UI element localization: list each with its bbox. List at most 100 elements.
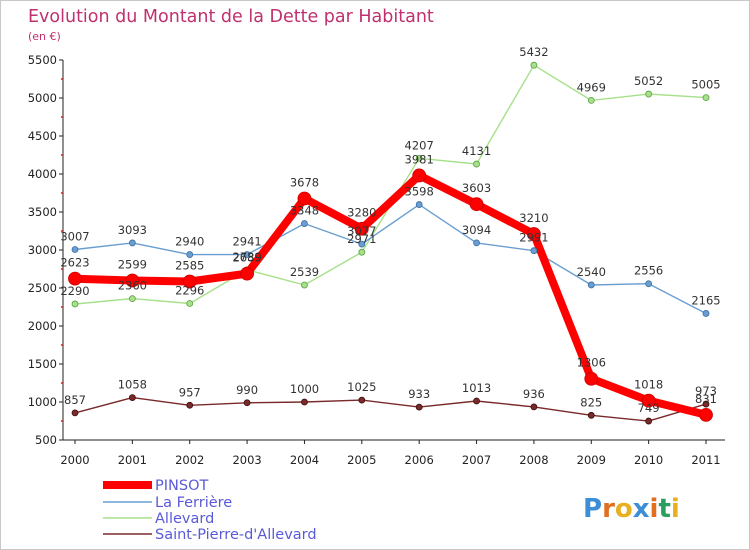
legend-label-1: La Ferrière: [155, 495, 232, 511]
data-point-2: [358, 248, 366, 256]
axes: 500 1000 1500 2000 2500 3000 3500 4000 4500 5000 5…: [28, 53, 725, 467]
data-point-0: [354, 221, 369, 236]
data-label: 2539: [290, 265, 319, 279]
data-label: 1000: [290, 382, 319, 396]
data-label: 2991: [519, 231, 548, 245]
data-point-3: [301, 398, 308, 406]
y-tick-label: 5500: [28, 53, 57, 67]
data-point-0: [297, 191, 312, 206]
data-label: 3077: [347, 224, 376, 238]
data-point-0: [240, 266, 254, 281]
data-label: 2623: [60, 256, 89, 270]
data-point-1: [186, 251, 194, 258]
data-label: 2739: [232, 250, 261, 264]
data-point-2: [186, 300, 194, 307]
data-label: 4131: [462, 144, 491, 158]
data-point-1: [587, 281, 595, 289]
data-label: 3093: [118, 223, 147, 237]
data-point-3: [71, 409, 79, 417]
data-label: 3603: [462, 181, 491, 195]
data-point-1: [415, 201, 423, 208]
data-label: 3210: [519, 211, 548, 225]
data-point-0: [182, 274, 197, 289]
data-point-1: [473, 239, 480, 247]
data-label: 1025: [347, 380, 376, 394]
data-label: 2689: [232, 251, 261, 265]
data-label: 5005: [691, 78, 720, 92]
data-label: 2940: [175, 235, 204, 249]
legend-label-3: Saint-Pierre-d'Allevard: [155, 527, 317, 543]
data-point-3: [128, 394, 136, 401]
data-label: 749: [638, 401, 660, 415]
logo-letter: i: [671, 494, 680, 524]
y-tick-label: 500: [35, 433, 57, 447]
data-point-2: [645, 90, 653, 98]
y-tick-label: 1500: [28, 357, 57, 371]
data-label: 2585: [175, 259, 204, 273]
y-tick-label: 2000: [28, 319, 57, 333]
data-label: 957: [179, 385, 201, 399]
series-line-0: [71, 171, 710, 419]
y-tick-label: 3500: [28, 205, 57, 219]
y-tick-label: 4500: [28, 129, 57, 143]
legend-label-2: Allevard: [155, 511, 214, 527]
data-point-0: [68, 271, 82, 286]
data-point-3: [473, 397, 480, 405]
series-line-2: [74, 64, 707, 305]
data-label: 2290: [60, 284, 89, 298]
data-label: 1058: [118, 378, 147, 392]
data-label: 831: [695, 392, 717, 406]
data-point-1: [702, 310, 710, 317]
data-point-0: [125, 273, 140, 288]
data-point-2: [71, 300, 79, 308]
data-label: 2941: [232, 234, 261, 248]
data-point-3: [415, 403, 423, 411]
data-point-0: [699, 407, 713, 422]
legend-label-0: PINSOT: [155, 478, 208, 494]
data-point-2: [128, 295, 136, 303]
x-tick-label: 2010: [634, 453, 663, 467]
data-label: 3007: [60, 229, 89, 243]
data-label: 825: [580, 395, 602, 409]
data-point-1: [530, 247, 538, 255]
data-label: 3094: [462, 223, 491, 237]
y-tick-label: 5000: [28, 91, 57, 105]
data-point-2: [702, 94, 710, 102]
series-lines: [71, 64, 710, 422]
data-point-1: [301, 220, 308, 227]
x-tick-label: 2001: [118, 453, 147, 467]
data-point-3: [243, 399, 251, 407]
data-label: 857: [64, 393, 86, 407]
data-label: 5052: [634, 74, 663, 88]
y-tick-label: 2500: [28, 281, 57, 295]
logo-letter: o: [615, 494, 633, 524]
logo-text: Proxiti: [583, 494, 680, 524]
x-tick-label: 2006: [405, 453, 434, 467]
x-tick-label: 2007: [462, 453, 491, 467]
x-tick-label: 2002: [175, 453, 204, 467]
x-tick-label: 2009: [577, 453, 606, 467]
x-tick-label: 2003: [232, 453, 261, 467]
logo-letter: P: [583, 494, 602, 524]
data-point-3: [186, 401, 194, 409]
data-label: 4207: [405, 138, 434, 152]
data-label: 3678: [290, 175, 319, 189]
data-label: 936: [523, 387, 545, 401]
y-tick-label: 4000: [28, 167, 57, 181]
data-point-3: [645, 417, 653, 425]
data-label: 2360: [118, 279, 147, 293]
series-points: [68, 61, 713, 425]
data-label: 990: [236, 383, 258, 397]
x-tick-label: 2000: [60, 453, 89, 467]
data-labels: 2623 2599 2585 2689 3678 3280 3981 3603 3210 1306…: [60, 45, 720, 415]
data-label: 4969: [577, 80, 606, 94]
x-tick-label: 2005: [347, 453, 376, 467]
data-label: 2540: [577, 265, 606, 279]
series-line-3: [74, 396, 707, 422]
data-label: 2556: [634, 264, 663, 278]
data-point-3: [358, 396, 366, 404]
data-label: 3280: [347, 206, 376, 220]
